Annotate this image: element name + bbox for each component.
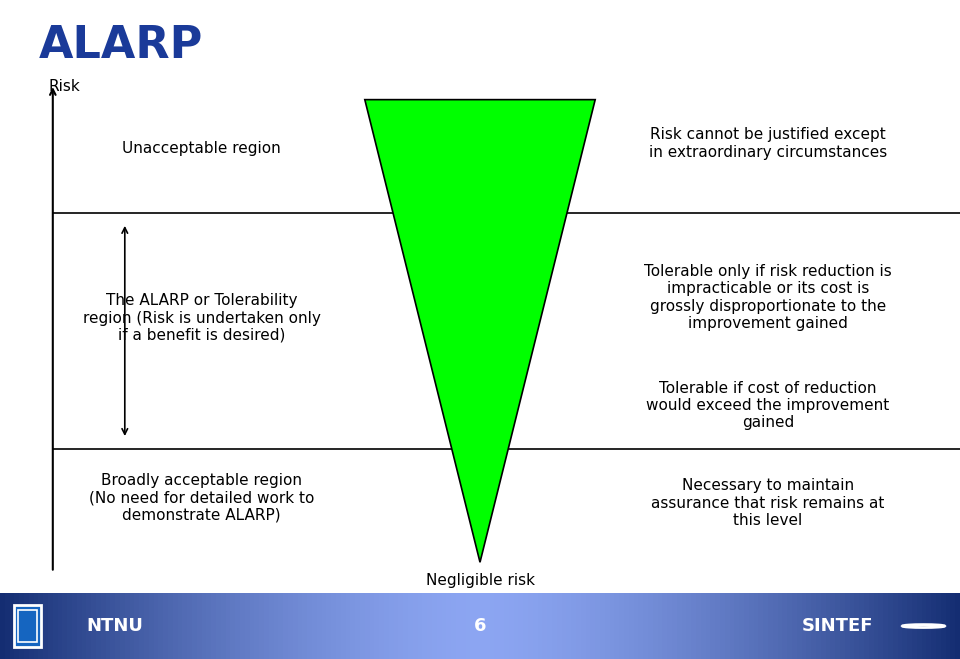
Polygon shape — [365, 100, 595, 562]
Text: Risk cannot be justified except
in extraordinary circumstances: Risk cannot be justified except in extra… — [649, 127, 887, 159]
Text: ALARP: ALARP — [38, 24, 203, 67]
Text: 6: 6 — [473, 617, 487, 635]
Text: NTNU: NTNU — [86, 617, 143, 635]
FancyBboxPatch shape — [14, 605, 41, 647]
Text: SINTEF: SINTEF — [803, 617, 874, 635]
Text: The ALARP or Tolerability
region (Risk is undertaken only
if a benefit is desire: The ALARP or Tolerability region (Risk i… — [83, 293, 321, 343]
Text: Negligible risk: Negligible risk — [425, 573, 535, 588]
Text: Tolerable if cost of reduction
would exceed the improvement
gained: Tolerable if cost of reduction would exc… — [646, 381, 890, 430]
Text: Broadly acceptable region
(No need for detailed work to
demonstrate ALARP): Broadly acceptable region (No need for d… — [89, 473, 314, 523]
Text: Tolerable only if risk reduction is
impracticable or its cost is
grossly disprop: Tolerable only if risk reduction is impr… — [644, 264, 892, 331]
Text: Necessary to maintain
assurance that risk remains at
this level: Necessary to maintain assurance that ris… — [651, 478, 885, 528]
Text: Unacceptable region: Unacceptable region — [122, 141, 281, 156]
Text: Risk: Risk — [48, 79, 80, 94]
